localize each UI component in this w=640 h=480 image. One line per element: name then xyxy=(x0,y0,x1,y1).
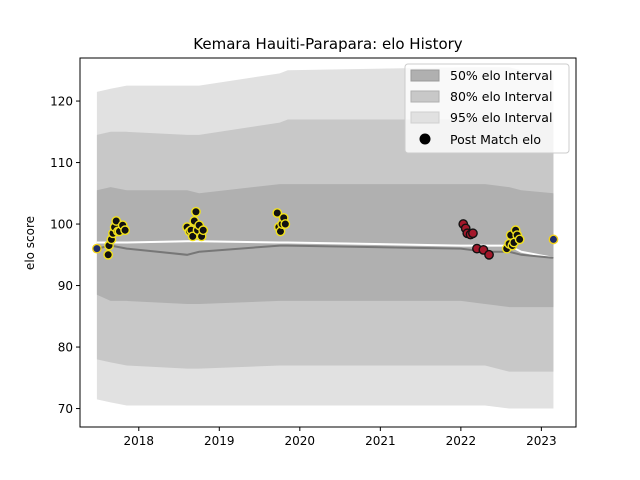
x-tick-label: 2018 xyxy=(124,434,155,448)
y-tick-label: 120 xyxy=(50,95,73,109)
y-tick-label: 110 xyxy=(50,156,73,170)
x-tick-label: 2021 xyxy=(365,434,396,448)
x-tick-label: 2019 xyxy=(204,434,235,448)
y-tick-label: 90 xyxy=(58,279,73,293)
plot-frame xyxy=(79,57,577,428)
legend-label-post-match: Post Match elo xyxy=(450,132,541,147)
axes: 2018 2019 2020 2021 2022 2023 70 80 90 100 110 120 xyxy=(50,95,557,448)
data-point xyxy=(92,243,102,254)
y-tick-label: 100 xyxy=(50,218,73,232)
legend-swatch-50 xyxy=(410,69,440,82)
data-point xyxy=(280,219,291,229)
data-point xyxy=(514,234,525,245)
y-axis-label: elo score xyxy=(23,216,37,270)
chart-title: Kemara Hauiti-Parapara: elo History xyxy=(193,35,463,53)
data-point xyxy=(120,225,130,236)
data-point xyxy=(191,206,201,217)
data-point xyxy=(468,228,478,239)
series-line-1 xyxy=(96,244,554,259)
legend-box xyxy=(404,63,570,154)
data-point xyxy=(272,208,283,218)
data-point xyxy=(103,249,114,260)
y-tick-label: 80 xyxy=(58,341,73,355)
data-point xyxy=(548,234,559,245)
legend: 50% elo Interval 80% elo Interval 95% el… xyxy=(404,63,570,154)
legend-swatch-95 xyxy=(410,111,440,124)
x-tick-label: 2023 xyxy=(526,434,557,448)
x-tick-label: 2020 xyxy=(285,434,316,448)
legend-label-50: 50% elo Interval xyxy=(450,68,552,83)
legend-marker-post-match xyxy=(419,133,431,145)
legend-label-80: 80% elo Interval xyxy=(450,89,552,104)
data-point xyxy=(198,225,209,236)
data-point xyxy=(484,249,494,260)
legend-swatch-80 xyxy=(410,90,440,103)
legend-label-95: 95% elo Interval xyxy=(450,110,552,125)
x-tick-label: 2022 xyxy=(446,434,477,448)
y-tick-label: 70 xyxy=(58,402,73,416)
